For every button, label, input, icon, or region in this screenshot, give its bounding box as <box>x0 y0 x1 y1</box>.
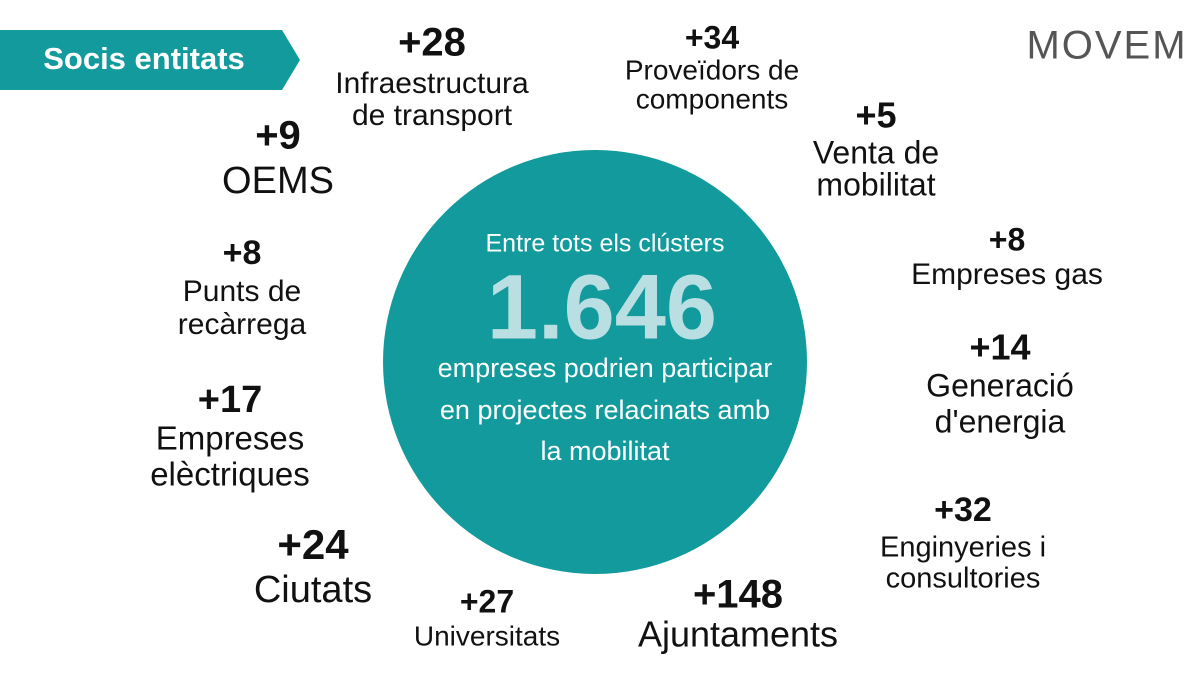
item-label: components <box>636 83 789 114</box>
item-number: +8 <box>223 234 262 272</box>
item-label: Empreses gas <box>911 258 1103 291</box>
item-label: Enginyeries i <box>880 532 1046 564</box>
center-intro: Entre tots els clústers <box>486 230 725 258</box>
item-label: Ajuntaments <box>638 614 838 655</box>
center-circle <box>383 150 807 574</box>
item-label: de transport <box>352 99 513 132</box>
item-label: Punts de <box>183 275 301 308</box>
center-total: 1.646 <box>487 256 717 358</box>
center-line: en projectes relacinats amb <box>440 395 770 425</box>
item-label: Venta de <box>813 134 939 170</box>
item-number: +17 <box>198 379 262 421</box>
item-number: +5 <box>855 95 896 136</box>
item-label: Universitats <box>414 620 560 651</box>
logo: MOVEM <box>1026 24 1187 68</box>
header-tag: Socis entitats <box>43 41 245 76</box>
item-label: recàrrega <box>178 308 307 341</box>
center-line: la mobilitat <box>540 436 670 466</box>
item-label: Infraestructura <box>335 67 529 100</box>
item-label: d'energia <box>935 403 1066 439</box>
item-number: +24 <box>277 521 349 568</box>
item-label: elèctriques <box>150 456 310 493</box>
item-number: +148 <box>693 573 783 617</box>
item-label: mobilitat <box>816 166 935 202</box>
item-number: +27 <box>460 583 514 619</box>
item-number: +32 <box>934 491 992 529</box>
item-label: consultories <box>886 563 1041 595</box>
item-number: +34 <box>685 19 739 55</box>
item-number: +28 <box>398 21 466 65</box>
item-label: Empreses <box>156 420 305 457</box>
item-label: Ciutats <box>254 569 372 611</box>
item-number: +14 <box>969 327 1030 368</box>
item-label: Generació <box>926 367 1074 403</box>
header-tag-shape <box>0 30 300 90</box>
item-number: +8 <box>989 221 1025 257</box>
item-label: Proveïdors de <box>625 54 799 85</box>
item-number: +9 <box>255 114 301 158</box>
item-label: OEMS <box>222 160 334 202</box>
center-line: empreses podrien participar <box>438 353 773 383</box>
